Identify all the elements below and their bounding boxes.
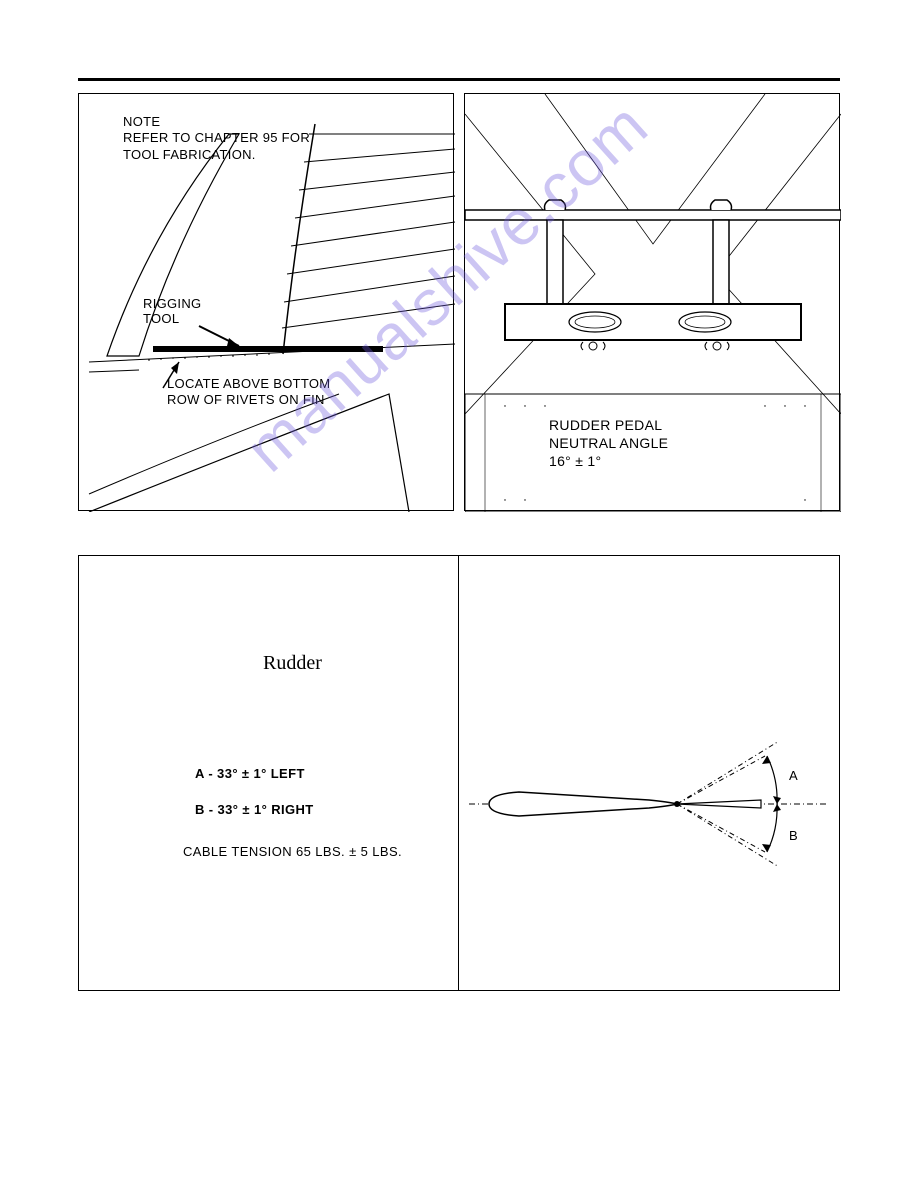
- spec-cable-tension: CABLE TENSION 65 LBS. ± 5 LBS.: [183, 844, 402, 859]
- travel-diagram: A B: [459, 556, 841, 992]
- rudder-title: Rudder: [263, 652, 322, 675]
- angle-a-label: A: [789, 768, 798, 783]
- panel-rudder-pedals: RUDDER PEDAL NEUTRAL ANGLE 16° ± 1°: [464, 93, 840, 511]
- panel-rudder-specs: Rudder A - 33° ± 1° LEFT B - 33° ± 1° RI…: [78, 555, 458, 991]
- header-rule: [78, 78, 840, 81]
- spec-a: A - 33° ± 1° LEFT: [195, 766, 305, 781]
- panel-rigging-tool: NOTE REFER TO CHAPTER 95 FOR TOOL FABRIC…: [78, 93, 454, 511]
- panel-rudder-travel-diagram: A B: [458, 555, 840, 991]
- pedals-diagram: [465, 94, 841, 512]
- spec-b: B - 33° ± 1° RIGHT: [195, 802, 314, 817]
- rigging-diagram: [79, 94, 455, 512]
- angle-b-label: B: [789, 828, 798, 843]
